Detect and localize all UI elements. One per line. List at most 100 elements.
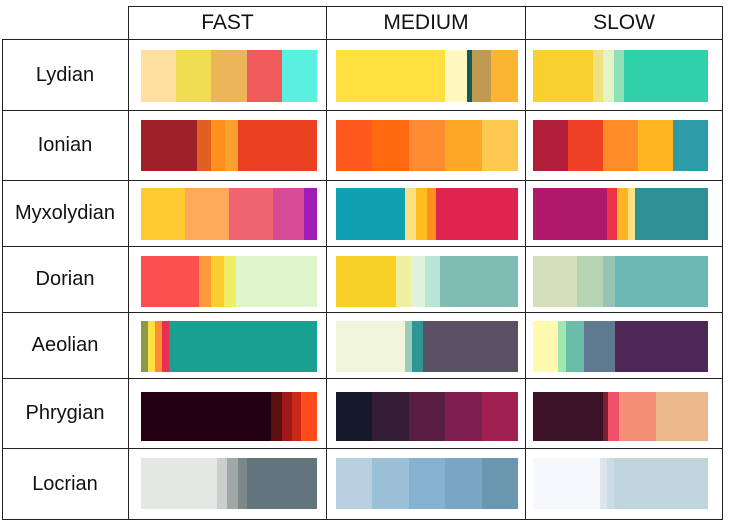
color-segment: [445, 458, 482, 509]
color-segment: [176, 50, 212, 102]
color-segment: [292, 392, 302, 441]
color-segment: [246, 458, 317, 509]
color-segment: [416, 188, 427, 240]
row-label-lydian: Lydian: [35, 63, 95, 86]
color-segment: [301, 392, 317, 441]
grid-line: [2, 312, 723, 313]
color-segment: [603, 392, 609, 441]
color-segment: [185, 188, 229, 240]
color-segment: [606, 458, 614, 509]
color-segment: [613, 50, 624, 102]
grid-line: [2, 448, 723, 449]
color-segment: [423, 321, 518, 372]
color-segment: [336, 188, 406, 240]
color-segment: [606, 188, 617, 240]
grid-line: [525, 6, 526, 520]
color-segment: [533, 256, 577, 307]
color-segment: [246, 50, 282, 102]
color-segment: [557, 321, 567, 372]
color-segment: [336, 50, 446, 102]
grid-line: [2, 519, 723, 520]
grid-line: [128, 6, 129, 520]
grid-line: [128, 6, 723, 7]
color-segment: [372, 458, 409, 509]
row-label-locrian: Locrian: [32, 472, 98, 495]
color-segment: [445, 120, 482, 171]
color-segment: [169, 321, 317, 372]
color-segment: [638, 120, 673, 171]
palette-locrian-medium: [336, 458, 518, 509]
palette-aeolian-medium: [336, 321, 518, 372]
color-segment: [410, 256, 426, 307]
color-segment: [439, 256, 518, 307]
palette-aeolian-fast: [141, 321, 317, 372]
color-segment: [336, 458, 373, 509]
color-segment: [445, 50, 468, 102]
color-segment: [225, 120, 238, 171]
color-segment: [237, 458, 247, 509]
grid-line: [326, 6, 327, 520]
color-segment: [617, 188, 628, 240]
palette-locrian-fast: [141, 458, 317, 509]
grid-line: [2, 378, 723, 379]
palette-lydian-slow: [533, 50, 708, 102]
color-segment: [445, 392, 482, 441]
color-segment: [412, 321, 424, 372]
row-label-phrygian: Phrygian: [25, 402, 105, 424]
column-header-slow: SLOW: [593, 10, 655, 34]
color-segment: [271, 392, 282, 441]
color-segment: [533, 50, 593, 102]
color-segment: [425, 256, 440, 307]
palette-myxolydian-fast: [141, 188, 317, 240]
color-segment: [481, 392, 518, 441]
color-segment: [162, 321, 170, 372]
color-segment: [481, 120, 518, 171]
color-segment: [673, 120, 708, 171]
color-segment: [372, 392, 409, 441]
color-segment: [568, 120, 603, 171]
color-segment: [141, 256, 200, 307]
color-segment: [603, 256, 616, 307]
color-segment: [236, 256, 317, 307]
palette-myxolydian-slow: [533, 188, 708, 240]
row-label-aeolian: Aeolian: [31, 334, 99, 356]
column-header-fast: FAST: [201, 10, 254, 34]
color-segment: [281, 50, 317, 102]
color-segment: [141, 120, 198, 171]
palette-dorian-slow: [533, 256, 708, 307]
grid-line: [2, 39, 723, 40]
color-segment: [141, 392, 272, 441]
row-label-ionian: Ionian: [37, 134, 93, 156]
color-segment: [229, 188, 273, 240]
palette-myxolydian-medium: [336, 188, 518, 240]
palette-ionian-slow: [533, 120, 708, 171]
grid-line: [722, 6, 723, 520]
grid-line: [2, 39, 3, 520]
palette-ionian-medium: [336, 120, 518, 171]
color-segment: [608, 392, 619, 441]
color-segment: [583, 321, 616, 372]
color-segment: [599, 458, 607, 509]
color-segment: [472, 50, 491, 102]
color-segment: [336, 256, 397, 307]
color-segment: [481, 458, 518, 509]
color-segment: [141, 188, 185, 240]
row-label-dorian: Dorian: [35, 268, 95, 290]
color-segment: [576, 256, 603, 307]
color-segment: [533, 120, 568, 171]
grid-line: [2, 110, 723, 111]
color-segment: [141, 50, 177, 102]
color-segment: [436, 188, 518, 240]
color-segment: [199, 256, 212, 307]
grid-line: [2, 180, 723, 181]
color-segment: [211, 120, 226, 171]
color-segment: [141, 321, 149, 372]
color-segment: [426, 188, 437, 240]
color-segment: [237, 120, 317, 171]
color-segment: [141, 458, 217, 509]
color-segment: [408, 120, 446, 171]
palette-lydian-medium: [336, 50, 518, 102]
row-label-myxolydian: Myxolydian: [14, 202, 116, 224]
palette-aeolian-slow: [533, 321, 708, 372]
color-segment: [627, 188, 635, 240]
